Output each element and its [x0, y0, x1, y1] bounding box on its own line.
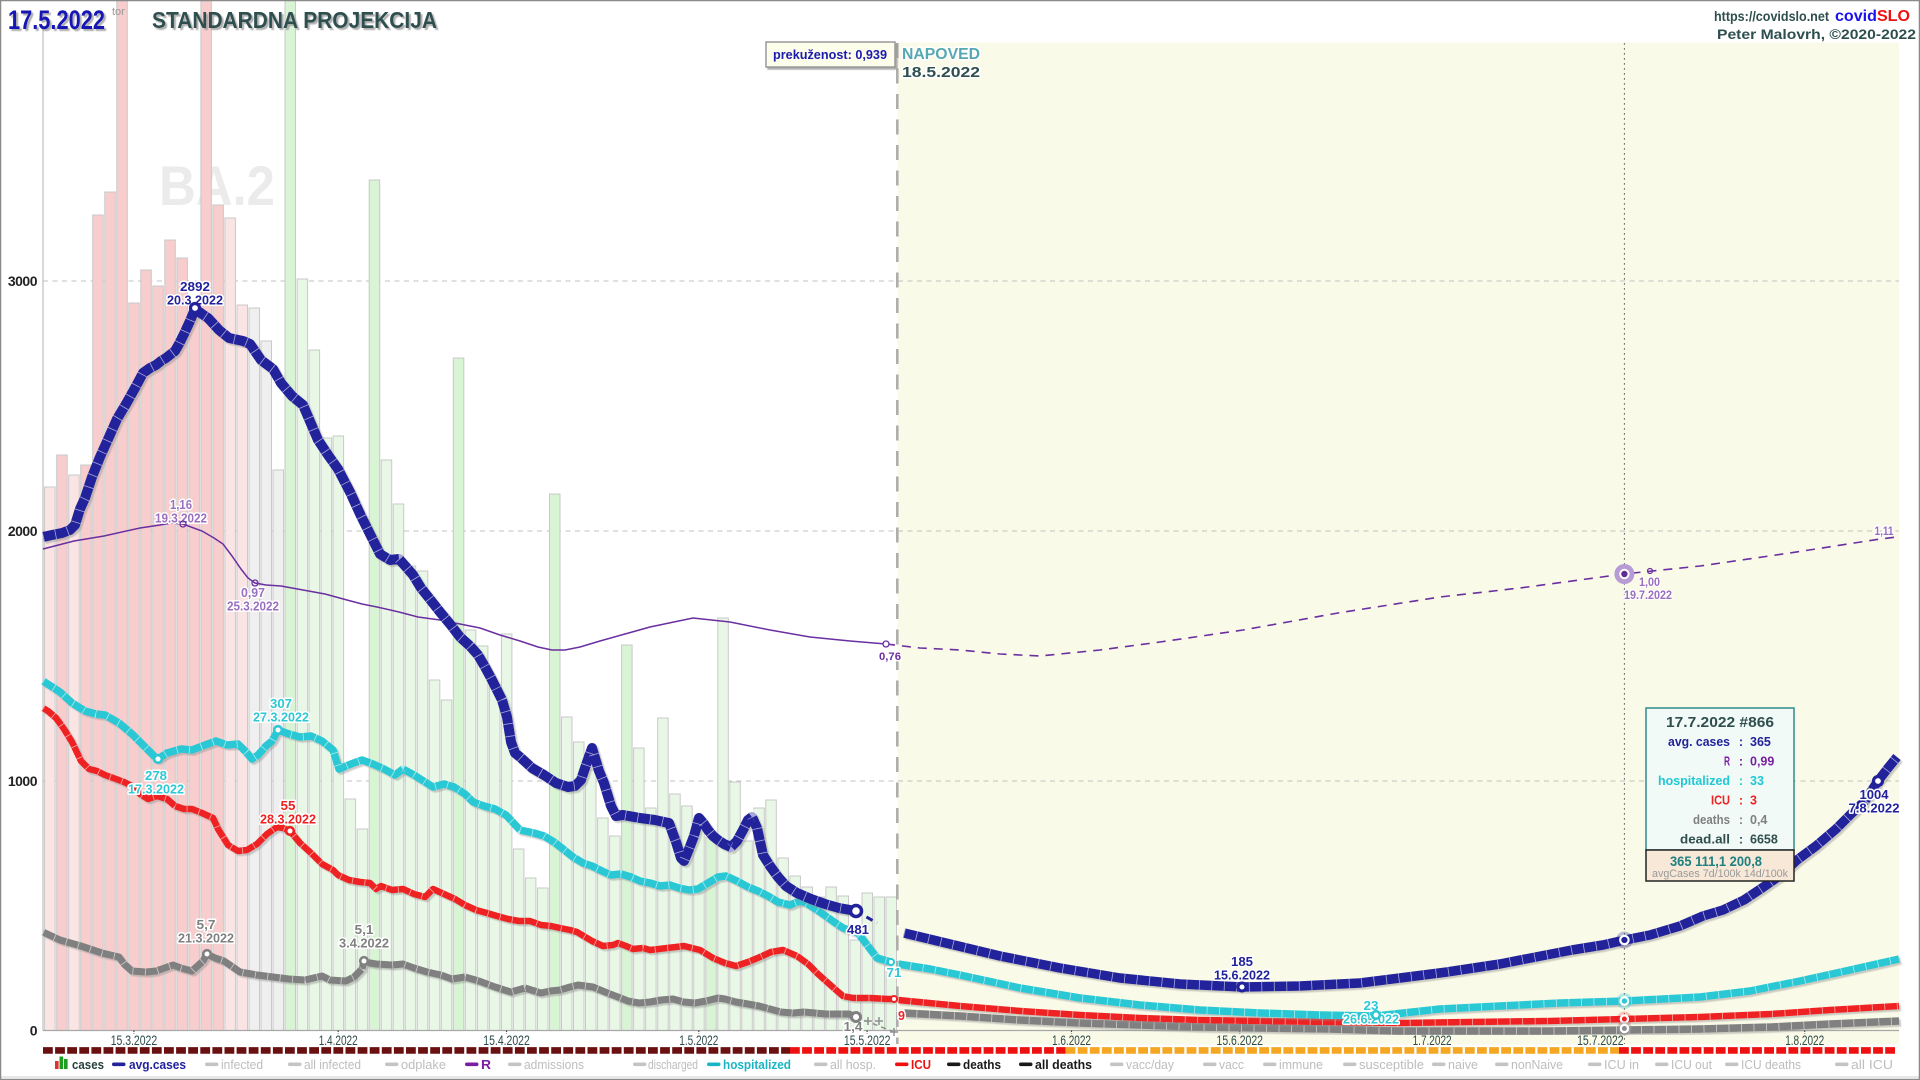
svg-text:17.5.2022: 17.5.2022: [8, 5, 105, 35]
svg-text:ICU: ICU: [1711, 794, 1730, 808]
svg-text:https://covidslo.net: https://covidslo.net: [1714, 8, 1829, 24]
svg-text:hospitalized: hospitalized: [1658, 774, 1730, 788]
svg-text:3000: 3000: [8, 273, 38, 289]
svg-text:STANDARDNA PROJEKCIJA: STANDARDNA PROJEKCIJA: [152, 7, 437, 33]
svg-text:cases: cases: [72, 1057, 104, 1072]
svg-text:avgCases 7d/100k 14d/100k: avgCases 7d/100k 14d/100k: [1652, 868, 1788, 880]
svg-text:21.3.2022: 21.3.2022: [178, 932, 234, 946]
svg-text:dead.all: dead.all: [1680, 833, 1730, 847]
svg-text:avg.cases: avg.cases: [129, 1057, 186, 1072]
svg-text:R: R: [1724, 755, 1730, 769]
svg-text:all hosp.: all hosp.: [830, 1057, 876, 1072]
svg-text:2892: 2892: [180, 280, 210, 294]
svg-text:susceptible: susceptible: [1359, 1057, 1424, 1072]
svg-text:naive: naive: [1448, 1057, 1478, 1072]
svg-text:1000: 1000: [8, 773, 38, 789]
svg-text:NAPOVED: NAPOVED: [902, 46, 980, 63]
svg-text::: :: [1739, 833, 1743, 847]
svg-text:odplake: odplake: [401, 1057, 446, 1072]
svg-text:admissions: admissions: [524, 1057, 584, 1072]
svg-text:18.5.2022: 18.5.2022: [902, 64, 980, 81]
svg-text:discharged: discharged: [648, 1057, 698, 1072]
svg-text:15.7.2022: 15.7.2022: [1577, 1033, 1624, 1048]
svg-text:33: 33: [1750, 774, 1764, 788]
svg-text:1.8.2022: 1.8.2022: [1785, 1033, 1824, 1048]
svg-text:0,97: 0,97: [241, 586, 265, 600]
svg-text:365: 365: [1750, 735, 1771, 749]
svg-text:19.7.2022: 19.7.2022: [1624, 590, 1672, 602]
svg-text:28.3.2022: 28.3.2022: [260, 813, 316, 827]
svg-text:1.4.2022: 1.4.2022: [319, 1033, 358, 1048]
svg-text:20.3.2022: 20.3.2022: [167, 294, 223, 308]
svg-text:all deaths: all deaths: [1035, 1057, 1092, 1072]
svg-text:vacc: vacc: [1219, 1057, 1244, 1072]
svg-text:1,16: 1,16: [170, 498, 192, 512]
svg-text:1,11: 1,11: [1875, 526, 1895, 538]
svg-text::: :: [1739, 755, 1743, 769]
svg-text:vacc/day: vacc/day: [1126, 1057, 1174, 1072]
svg-text:5,1: 5,1: [355, 923, 374, 937]
svg-text::: :: [1739, 794, 1743, 808]
svg-text:ICU: ICU: [911, 1057, 931, 1072]
svg-text:infected: infected: [221, 1057, 263, 1072]
svg-text:71: 71: [887, 966, 902, 980]
svg-text:5,7: 5,7: [197, 918, 216, 932]
svg-text:nonNaive: nonNaive: [1511, 1057, 1563, 1072]
svg-text::: :: [1739, 774, 1743, 788]
svg-text::: :: [1739, 813, 1743, 827]
svg-text:ICU in: ICU in: [1604, 1057, 1639, 1072]
svg-text:covidSLO: covidSLO: [1835, 8, 1910, 25]
svg-text:tor: tor: [112, 6, 125, 18]
svg-text:deaths: deaths: [963, 1057, 1001, 1072]
svg-text:15.6.2022: 15.6.2022: [1217, 1033, 1264, 1048]
svg-text:0: 0: [30, 1023, 38, 1039]
svg-text:1.6.2022: 1.6.2022: [1052, 1033, 1091, 1048]
svg-text:15.3.2022: 15.3.2022: [111, 1033, 158, 1048]
svg-text:1,4: 1,4: [844, 1020, 863, 1034]
svg-text:481: 481: [847, 923, 869, 937]
svg-text:6658: 6658: [1750, 833, 1778, 847]
svg-text:avg. cases: avg. cases: [1668, 735, 1730, 749]
svg-text:278: 278: [145, 769, 167, 783]
svg-text:1.5.2022: 1.5.2022: [679, 1033, 718, 1048]
svg-text:15.6.2022: 15.6.2022: [1214, 969, 1270, 983]
svg-text:ICU out: ICU out: [1671, 1057, 1712, 1072]
svg-text:immune: immune: [1279, 1057, 1323, 1072]
svg-text:185: 185: [1231, 955, 1253, 969]
svg-text:26.6.2022: 26.6.2022: [1343, 1013, 1399, 1027]
svg-text:3.4.2022: 3.4.2022: [339, 937, 389, 951]
svg-text:all infected: all infected: [304, 1057, 361, 1072]
svg-text:0,4: 0,4: [1750, 813, 1767, 827]
svg-text:17.3.2022: 17.3.2022: [128, 783, 184, 797]
svg-text:25.3.2022: 25.3.2022: [227, 600, 279, 614]
svg-text:55: 55: [281, 799, 296, 813]
svg-text:1004: 1004: [1860, 788, 1889, 802]
svg-text:9: 9: [898, 1009, 905, 1023]
svg-text:hospitalized: hospitalized: [723, 1057, 791, 1072]
svg-text:27.3.2022: 27.3.2022: [253, 711, 309, 725]
svg-text:17.7.2022 #866: 17.7.2022 #866: [1666, 715, 1774, 731]
svg-text:307: 307: [270, 697, 292, 711]
svg-text:deaths: deaths: [1693, 813, 1730, 827]
svg-text:0,76: 0,76: [879, 651, 901, 663]
svg-text:R: R: [481, 1057, 492, 1072]
svg-text:15.5.2022: 15.5.2022: [844, 1033, 891, 1048]
svg-text:7.8.2022: 7.8.2022: [1849, 802, 1900, 816]
svg-text:1,00: 1,00: [1639, 577, 1660, 589]
svg-text:1.7.2022: 1.7.2022: [1413, 1033, 1452, 1048]
svg-text:ICU deaths: ICU deaths: [1741, 1057, 1801, 1072]
svg-text:15.4.2022: 15.4.2022: [483, 1033, 530, 1048]
svg-text:3: 3: [1750, 794, 1757, 808]
svg-text:Peter Malovrh, ©2020-2022: Peter Malovrh, ©2020-2022: [1717, 26, 1916, 42]
svg-text:365 111,1 200,8: 365 111,1 200,8: [1670, 854, 1762, 869]
svg-text:2000: 2000: [8, 523, 38, 539]
svg-text:0,99: 0,99: [1750, 755, 1774, 769]
svg-text:19.3.2022: 19.3.2022: [155, 512, 207, 526]
svg-text:all ICU: all ICU: [1851, 1057, 1893, 1072]
svg-text::: :: [1739, 735, 1743, 749]
svg-text:prekuženost: 0,939: prekuženost: 0,939: [773, 47, 887, 62]
